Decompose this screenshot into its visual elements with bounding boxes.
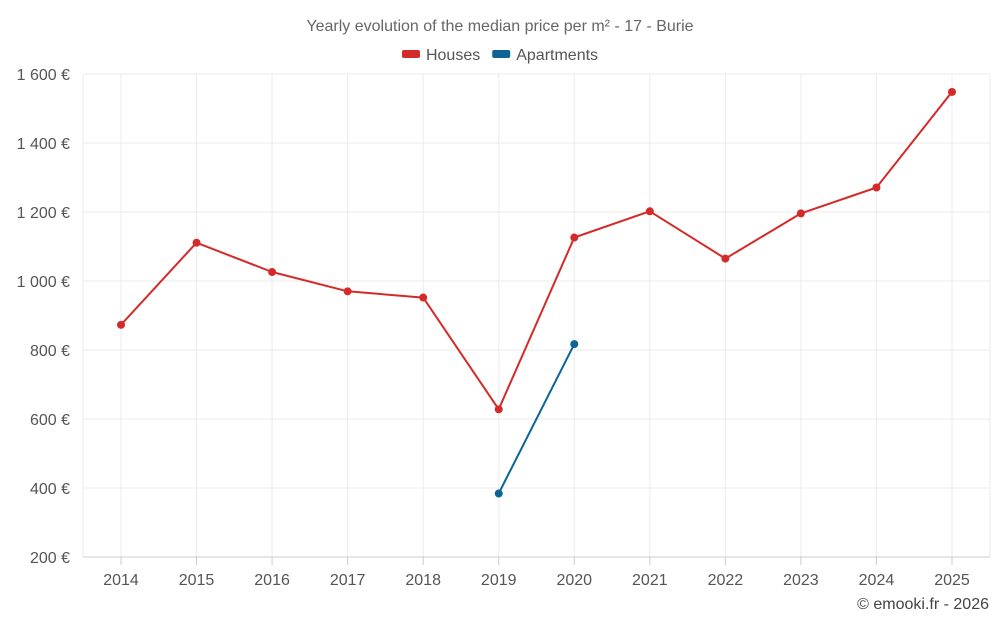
x-tick-label: 2017 (330, 572, 366, 589)
y-tick-label: 400 € (30, 481, 70, 498)
y-tick-label: 800 € (30, 343, 70, 360)
legend-item-houses[interactable]: Houses (401, 47, 480, 64)
y-tick-label: 1 400 € (17, 136, 70, 153)
y-tick-label: 600 € (30, 412, 70, 429)
series-layer (117, 87, 956, 498)
x-axis: 2014 2015 2016 2017 2018 2019 2020 2021 2022 2023… (83, 556, 990, 589)
data-point-apartments-2020[interactable] (570, 340, 579, 349)
y-axis: 200 € 400 € 600 € 800 € 1 000 € 1 200 € 1 400 … (17, 67, 70, 567)
data-point-houses-2017[interactable] (343, 287, 352, 296)
series-apartments (494, 340, 579, 498)
data-point-houses-2024[interactable] (872, 183, 881, 192)
data-point-houses-2022[interactable] (721, 254, 730, 263)
data-point-houses-2023[interactable] (796, 209, 805, 218)
data-point-houses-2025[interactable] (948, 87, 956, 96)
legend-label-houses: Houses (426, 47, 480, 64)
data-point-apartments-2019[interactable] (494, 489, 503, 498)
legend-item-apartments[interactable]: Apartments (492, 47, 598, 64)
y-tick-label: 1 000 € (17, 274, 70, 291)
x-tick-label: 2023 (783, 572, 819, 589)
y-tick-label: 1 200 € (17, 205, 70, 222)
data-point-houses-2018[interactable] (419, 293, 428, 302)
x-tick-label: 2021 (632, 572, 668, 589)
data-point-houses-2015[interactable] (192, 238, 201, 247)
series-houses (117, 87, 956, 414)
y-tick-label: 1 600 € (17, 67, 70, 84)
data-point-houses-2016[interactable] (268, 268, 277, 277)
x-tick-label: 2019 (481, 572, 517, 589)
x-tick-label: 2014 (103, 572, 139, 589)
x-tick-label: 2015 (179, 572, 215, 589)
chart-title: Yearly evolution of the median price per… (306, 18, 693, 35)
data-point-houses-2020[interactable] (570, 233, 579, 242)
legend-label-apartments: Apartments (516, 47, 598, 64)
y-tick-label: 200 € (30, 550, 70, 567)
x-tick-label: 2024 (859, 572, 895, 589)
x-tick-label: 2016 (254, 572, 290, 589)
x-tick-label: 2018 (405, 572, 441, 589)
x-tick-label: 2025 (934, 572, 970, 589)
legend[interactable]: Houses Apartments (401, 47, 598, 64)
credit-text: © emooki.fr - 2026 (857, 596, 989, 613)
series-line-apartments (497, 343, 576, 495)
grid (82, 73, 991, 557)
data-point-houses-2019[interactable] (494, 405, 503, 414)
legend-swatch-apartments (492, 50, 511, 58)
data-point-houses-2021[interactable] (645, 207, 654, 216)
series-line-houses (120, 90, 953, 411)
legend-swatch-houses (401, 50, 420, 58)
x-tick-label: 2022 (708, 572, 744, 589)
x-tick-label: 2020 (556, 572, 592, 589)
data-point-houses-2014[interactable] (117, 320, 125, 329)
